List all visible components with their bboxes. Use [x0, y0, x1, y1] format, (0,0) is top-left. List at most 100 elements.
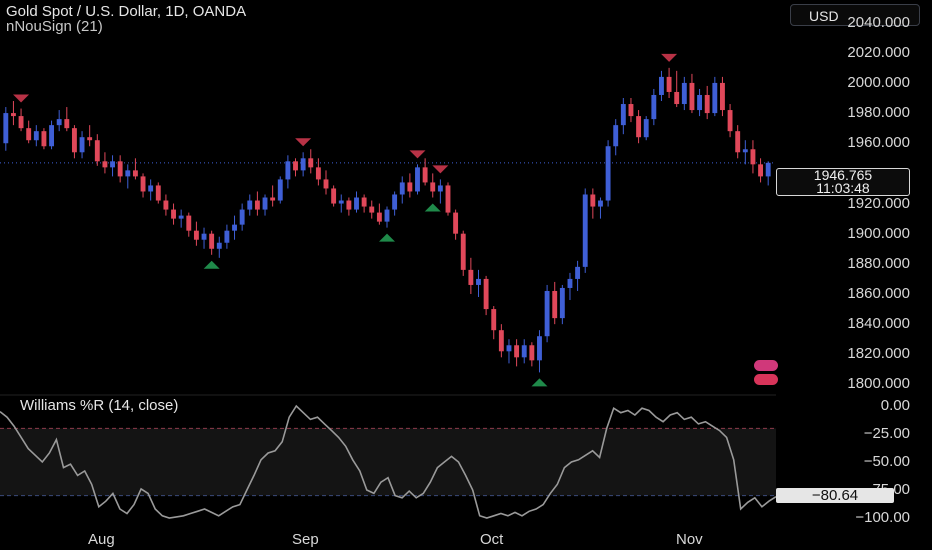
candle-body: [620, 104, 626, 126]
price-tick-label: 1820.000: [847, 345, 910, 363]
candle-body: [87, 137, 93, 141]
candle-body: [399, 182, 405, 195]
candle-body: [361, 197, 367, 207]
candle-body: [285, 161, 291, 180]
candle-body: [79, 137, 85, 153]
candle-body: [132, 170, 138, 177]
candle-body: [491, 309, 497, 331]
candle-body: [651, 94, 657, 120]
candle-body: [338, 200, 344, 204]
candle-body: [521, 345, 527, 358]
williams-band: [0, 428, 776, 496]
candle-body: [224, 230, 230, 243]
price-tick-label: 2040.000: [847, 13, 910, 31]
candle-body: [392, 194, 398, 210]
price-tick-label: 1980.000: [847, 104, 910, 122]
time-tick-label: Aug: [88, 531, 115, 548]
candle-body: [41, 131, 47, 147]
price-tick-label: 1900.000: [847, 224, 910, 242]
candle-body: [270, 197, 276, 201]
candle-body: [582, 194, 588, 267]
williams-tick-label: −100.00: [855, 509, 910, 526]
williams-tick-label: −25.00: [863, 425, 910, 442]
candle-body: [384, 209, 390, 222]
candle-body: [201, 233, 207, 240]
candle-body: [514, 345, 520, 358]
candle-body: [506, 345, 512, 352]
indicator-legend[interactable]: nNouSign (21): [6, 18, 103, 35]
candle-body: [529, 345, 535, 361]
candle-body: [140, 176, 146, 192]
candle-body: [430, 182, 436, 192]
candle-body: [765, 162, 771, 177]
candle-body: [354, 197, 359, 210]
candle-body: [56, 119, 62, 126]
countdown-timer: 11:03:48: [816, 180, 870, 196]
price-tick-label: 2020.000: [847, 43, 910, 61]
williams-tick-label: 0.00: [880, 397, 910, 414]
candle-body: [704, 94, 710, 114]
price-pane: [0, 53, 776, 387]
calendar-flag-icon[interactable]: [754, 374, 778, 385]
williams-pane: [0, 394, 777, 519]
candle-body: [483, 278, 489, 310]
candle-body: [49, 125, 54, 147]
candle-body: [559, 287, 565, 319]
buy-signal-marker: [379, 233, 395, 242]
candle-body: [186, 215, 192, 231]
candle-body: [674, 91, 680, 105]
event-flag-icon[interactable]: [754, 360, 778, 371]
williams-title[interactable]: Williams %R (14, close): [20, 397, 179, 414]
candle-body: [681, 82, 687, 105]
candle-body: [605, 146, 611, 201]
candle-body: [64, 119, 70, 129]
candle-body: [10, 113, 16, 117]
buy-signal-marker: [424, 203, 441, 212]
candle-body: [567, 278, 573, 288]
sell-signal-marker: [432, 165, 449, 174]
price-tick-label: 2000.000: [847, 73, 910, 91]
candle-body: [422, 167, 428, 183]
candle-body: [369, 206, 375, 213]
candle-body: [148, 185, 154, 192]
candle-body: [239, 209, 245, 225]
candle-body: [498, 330, 504, 352]
candle-body: [590, 194, 596, 207]
time-tick-label: Nov: [676, 531, 703, 548]
candle-body: [125, 170, 131, 177]
candle-body: [323, 179, 329, 189]
candle-body: [308, 158, 314, 168]
candle-body: [293, 161, 298, 171]
candle-body: [415, 167, 420, 192]
candle-body: [71, 128, 77, 153]
sell-signal-marker: [295, 138, 312, 147]
candle-body: [659, 76, 664, 95]
candle-body: [102, 161, 108, 168]
symbol-title[interactable]: Gold Spot / U.S. Dollar, 1D, OANDA: [6, 3, 247, 20]
candle-body: [476, 278, 481, 285]
candle-body: [117, 161, 123, 177]
candle-body: [216, 242, 222, 249]
candle-body: [26, 128, 32, 141]
candle-body: [613, 125, 619, 147]
candle-body: [598, 200, 603, 207]
candle-body: [247, 200, 253, 210]
sell-signal-marker: [409, 150, 426, 159]
time-tick-label: Sep: [292, 531, 319, 548]
candle-body: [727, 110, 733, 132]
candle-body: [460, 233, 466, 270]
currency-selector[interactable]: USD: [790, 4, 920, 26]
candle-body: [315, 167, 321, 180]
time-tick-label: Oct: [480, 531, 504, 548]
candle-body: [628, 104, 634, 117]
candle-body: [300, 158, 306, 171]
candle-body: [544, 290, 550, 337]
williams-line: [0, 404, 777, 519]
candle-body: [163, 200, 169, 210]
candle-body: [346, 200, 352, 210]
candle-body: [453, 212, 459, 234]
price-tick-label: 1840.000: [847, 315, 910, 333]
candle-body: [575, 266, 581, 279]
candle-body: [3, 113, 9, 144]
